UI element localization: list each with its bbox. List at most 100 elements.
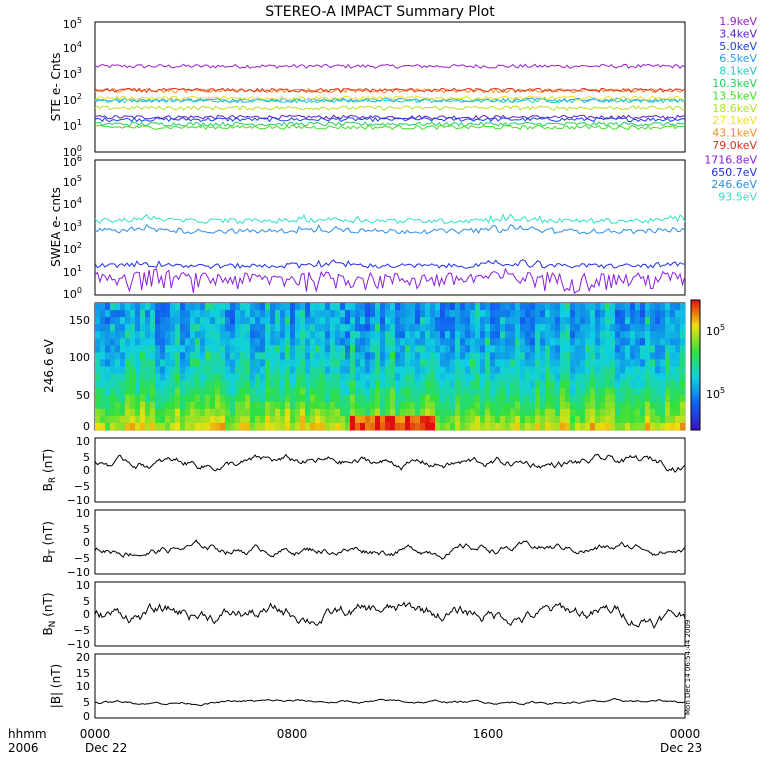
heatmap-cell xyxy=(610,338,616,346)
heatmap-cell xyxy=(210,331,216,339)
heatmap-cell xyxy=(410,338,416,346)
heatmap-cell xyxy=(675,303,681,311)
heatmap-cell xyxy=(625,303,631,311)
heatmap-cell xyxy=(165,359,171,367)
heatmap-cell xyxy=(600,338,606,346)
heatmap-cell xyxy=(585,359,591,367)
heatmap-cell xyxy=(415,422,421,431)
heatmap-cell xyxy=(670,394,676,403)
heatmap-cell xyxy=(295,359,301,367)
heatmap-cell xyxy=(650,352,656,360)
heatmap-cell xyxy=(575,352,581,360)
heatmap-cell xyxy=(640,317,646,325)
heatmap-cell xyxy=(645,380,651,389)
heatmap-cell xyxy=(310,359,316,367)
heatmap-cell xyxy=(325,317,331,325)
heatmap-cell xyxy=(495,373,501,382)
heatmap-cell xyxy=(170,422,176,431)
heatmap-cell xyxy=(340,366,346,374)
heatmap-cell xyxy=(360,359,366,367)
heatmap-cell xyxy=(565,380,571,389)
heatmap-cell xyxy=(510,352,516,360)
heatmap-cell xyxy=(110,352,116,360)
heatmap-cell xyxy=(530,331,536,339)
heatmap-cell xyxy=(530,387,536,396)
heatmap-cell xyxy=(605,401,611,410)
heatmap-cell xyxy=(605,394,611,403)
heatmap-cell xyxy=(450,373,456,382)
heatmap-cell xyxy=(520,317,526,325)
heatmap-cell xyxy=(260,359,266,367)
heatmap-cell xyxy=(350,303,356,311)
heatmap-cell xyxy=(110,324,116,332)
heatmap-cell xyxy=(230,352,236,360)
heatmap-cell xyxy=(225,303,231,311)
heatmap-cell xyxy=(320,338,326,346)
pad-heatmap xyxy=(95,303,686,431)
heatmap-cell xyxy=(275,394,281,403)
heatmap-cell xyxy=(225,338,231,346)
heatmap-cell xyxy=(610,408,616,417)
heatmap-cell xyxy=(460,331,466,339)
heatmap-cell xyxy=(110,303,116,311)
heatmap-cell xyxy=(155,303,161,311)
heatmap-cell xyxy=(265,352,271,360)
heatmap-cell xyxy=(345,373,351,382)
heatmap-cell xyxy=(450,401,456,410)
heatmap-cell xyxy=(585,387,591,396)
heatmap-cell xyxy=(320,303,326,311)
heatmap-cell xyxy=(285,345,291,353)
heatmap-cell xyxy=(325,387,331,396)
heatmap-cell xyxy=(310,387,316,396)
heatmap-cell xyxy=(630,338,636,346)
heatmap-cell xyxy=(560,324,566,332)
heatmap-cell xyxy=(210,373,216,382)
swea-tick-5-exp: 5 xyxy=(77,174,82,183)
legend-entry-246.6eV: 246.6eV xyxy=(711,178,757,191)
heatmap-cell xyxy=(640,401,646,410)
heatmap-cell xyxy=(215,380,221,389)
heatmap-cell xyxy=(235,331,241,339)
heatmap-cell xyxy=(110,317,116,325)
heatmap-cell xyxy=(545,352,551,360)
heatmap-cell xyxy=(140,303,146,311)
heatmap-cell xyxy=(430,331,436,339)
heatmap-cell xyxy=(655,387,661,396)
heatmap-cell xyxy=(210,366,216,374)
heatmap-cell xyxy=(625,366,631,374)
heatmap-cell xyxy=(620,352,626,360)
heatmap-cell xyxy=(590,303,596,311)
heatmap-cell xyxy=(350,338,356,346)
heatmap-cell xyxy=(485,359,491,367)
heatmap-cell xyxy=(435,366,441,374)
heatmap-cell xyxy=(220,359,226,367)
heatmap-cell xyxy=(665,380,671,389)
heatmap-cell xyxy=(200,380,206,389)
heatmap-cell xyxy=(405,380,411,389)
heatmap-cell xyxy=(430,401,436,410)
heatmap-cell xyxy=(510,303,516,311)
heatmap-cell xyxy=(585,324,591,332)
heatmap-cell xyxy=(600,394,606,403)
heatmap-cell xyxy=(140,380,146,389)
heatmap-cell xyxy=(400,394,406,403)
heatmap-cell xyxy=(445,310,451,318)
heatmap-cell xyxy=(130,324,136,332)
bn-tick-4: −10 xyxy=(67,638,90,651)
heatmap-cell xyxy=(185,303,191,311)
heatmap-cell xyxy=(465,415,471,424)
heatmap-cell xyxy=(375,408,381,417)
heatmap-cell xyxy=(190,359,196,367)
heatmap-cell xyxy=(180,303,186,311)
heatmap-cell xyxy=(435,352,441,360)
heatmap-cell xyxy=(115,422,121,431)
heatmap-cell xyxy=(570,331,576,339)
heatmap-cell xyxy=(550,345,556,353)
bn-y-ticks: 10 5 0 −5 −10 xyxy=(67,579,90,651)
heatmap-cell xyxy=(375,380,381,389)
heatmap-cell xyxy=(385,415,391,424)
swea-tick-0-exp: 0 xyxy=(77,286,82,295)
heatmap-cell xyxy=(415,373,421,382)
heatmap-cell xyxy=(100,366,106,374)
heatmap-cell xyxy=(665,408,671,417)
